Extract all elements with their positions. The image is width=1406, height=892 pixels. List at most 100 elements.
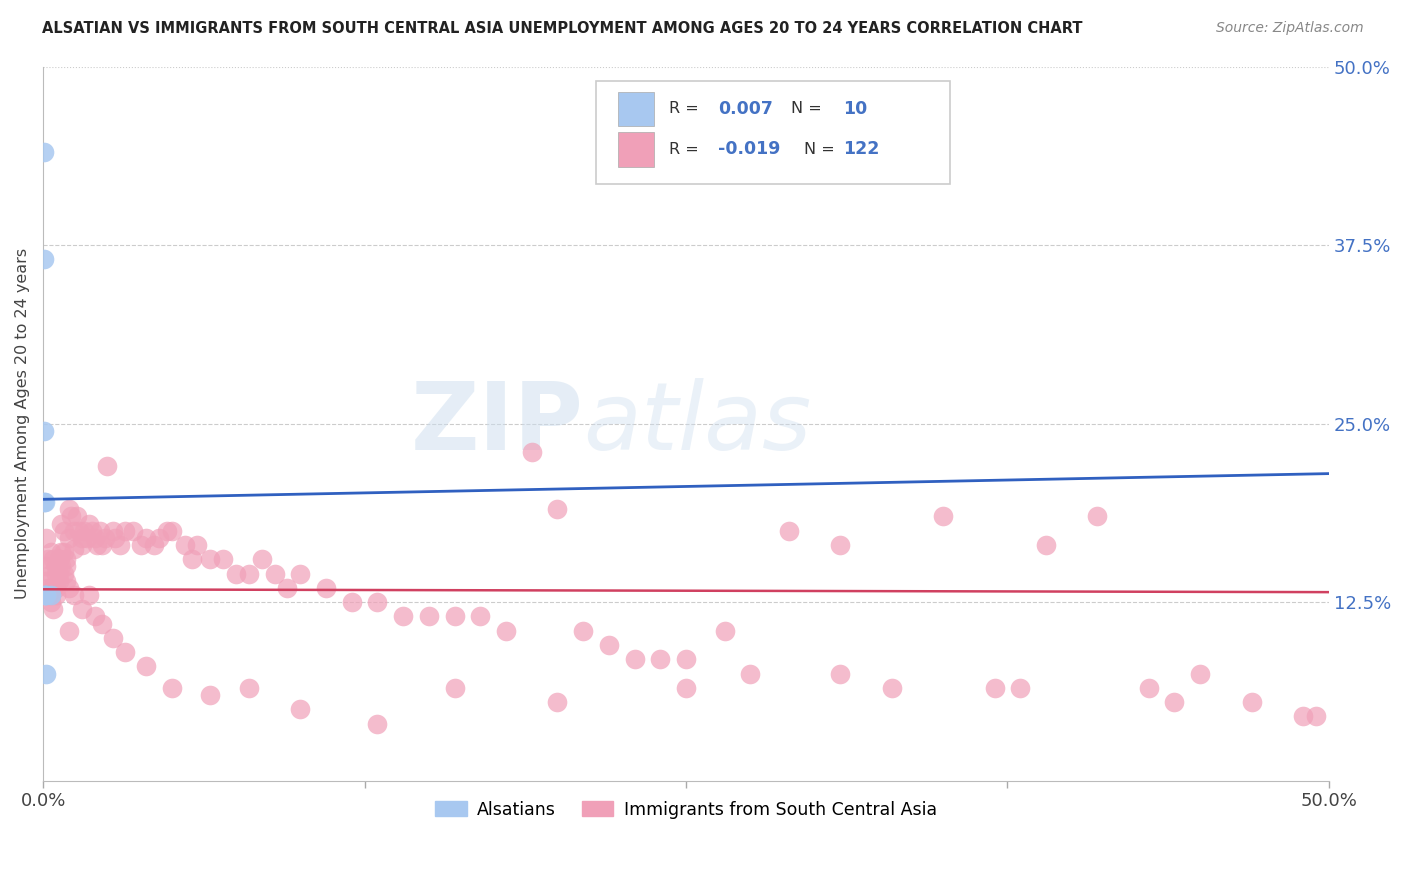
Point: [114, 645, 136, 659]
Text: ZIP: ZIP: [411, 377, 583, 469]
Point: [238, 681, 260, 695]
Point: [34, 495, 56, 509]
Point: [58, 581, 80, 595]
Point: [55, 552, 77, 566]
Point: [35, 588, 58, 602]
Point: [1010, 681, 1032, 695]
Point: [37, 588, 59, 602]
Point: [34, 424, 56, 438]
Point: [45, 588, 67, 602]
Point: [79, 516, 101, 531]
Text: N =: N =: [804, 142, 835, 157]
Point: [160, 524, 183, 538]
Bar: [617, 132, 654, 167]
Point: [315, 581, 337, 595]
Point: [42, 581, 65, 595]
Point: [200, 552, 222, 566]
Point: [55, 559, 77, 574]
Point: [290, 566, 312, 581]
Point: [48, 552, 70, 566]
Point: [830, 538, 852, 552]
Point: [1035, 538, 1057, 552]
Text: 10: 10: [842, 100, 868, 118]
Point: [114, 524, 136, 538]
Point: [675, 652, 697, 666]
Point: [1240, 695, 1263, 709]
Point: [35, 531, 58, 545]
Point: [96, 459, 118, 474]
Point: [91, 538, 114, 552]
Point: [443, 681, 465, 695]
Point: [740, 666, 762, 681]
Point: [101, 631, 124, 645]
Point: [983, 681, 1005, 695]
Text: R =: R =: [669, 101, 704, 116]
Point: [51, 545, 73, 559]
Point: [1085, 509, 1108, 524]
Text: R =: R =: [669, 142, 704, 157]
Point: [39, 588, 62, 602]
Legend: Alsatians, Immigrants from South Central Asia: Alsatians, Immigrants from South Central…: [429, 794, 943, 825]
Point: [37, 552, 59, 566]
Point: [42, 602, 65, 616]
Point: [250, 552, 273, 566]
Point: [173, 538, 195, 552]
Text: N =: N =: [792, 101, 823, 116]
Point: [623, 652, 645, 666]
Point: [830, 666, 852, 681]
Point: [101, 524, 124, 538]
Point: [34, 588, 56, 602]
Point: [48, 552, 70, 566]
Y-axis label: Unemployment Among Ages 20 to 24 years: Unemployment Among Ages 20 to 24 years: [15, 248, 30, 599]
Point: [1305, 709, 1327, 723]
Text: Source: ZipAtlas.com: Source: ZipAtlas.com: [1216, 21, 1364, 35]
Point: [598, 638, 620, 652]
Point: [181, 552, 204, 566]
Point: [276, 581, 298, 595]
Point: [880, 681, 903, 695]
Point: [34, 588, 56, 602]
Point: [48, 574, 70, 588]
Point: [129, 538, 152, 552]
Point: [34, 145, 56, 160]
Point: [225, 566, 247, 581]
Point: [520, 445, 543, 459]
Text: atlas: atlas: [583, 378, 811, 469]
Point: [52, 566, 75, 581]
Point: [572, 624, 595, 638]
Point: [80, 524, 103, 538]
Point: [76, 531, 98, 545]
Point: [83, 609, 105, 624]
Point: [135, 531, 157, 545]
Point: [110, 538, 132, 552]
Point: [70, 538, 93, 552]
Point: [39, 566, 62, 581]
Point: [70, 602, 93, 616]
Point: [200, 688, 222, 702]
Point: [34, 252, 56, 267]
Point: [932, 509, 955, 524]
Point: [58, 502, 80, 516]
Point: [48, 566, 70, 581]
Point: [1137, 681, 1160, 695]
Point: [51, 516, 73, 531]
Point: [73, 524, 96, 538]
Point: [67, 524, 90, 538]
Point: [122, 524, 145, 538]
Point: [79, 588, 101, 602]
Point: [142, 538, 165, 552]
Point: [1163, 695, 1185, 709]
Bar: [617, 92, 654, 126]
Text: -0.019: -0.019: [718, 140, 780, 159]
Point: [63, 542, 86, 557]
Point: [86, 538, 108, 552]
Point: [63, 524, 86, 538]
Point: [45, 566, 67, 581]
Point: [650, 652, 672, 666]
Point: [91, 616, 114, 631]
Point: [366, 716, 388, 731]
Point: [42, 552, 65, 566]
Text: ALSATIAN VS IMMIGRANTS FROM SOUTH CENTRAL ASIA UNEMPLOYMENT AMONG AGES 20 TO 24 : ALSATIAN VS IMMIGRANTS FROM SOUTH CENTRA…: [42, 21, 1083, 36]
Point: [1292, 709, 1315, 723]
Point: [35, 559, 58, 574]
